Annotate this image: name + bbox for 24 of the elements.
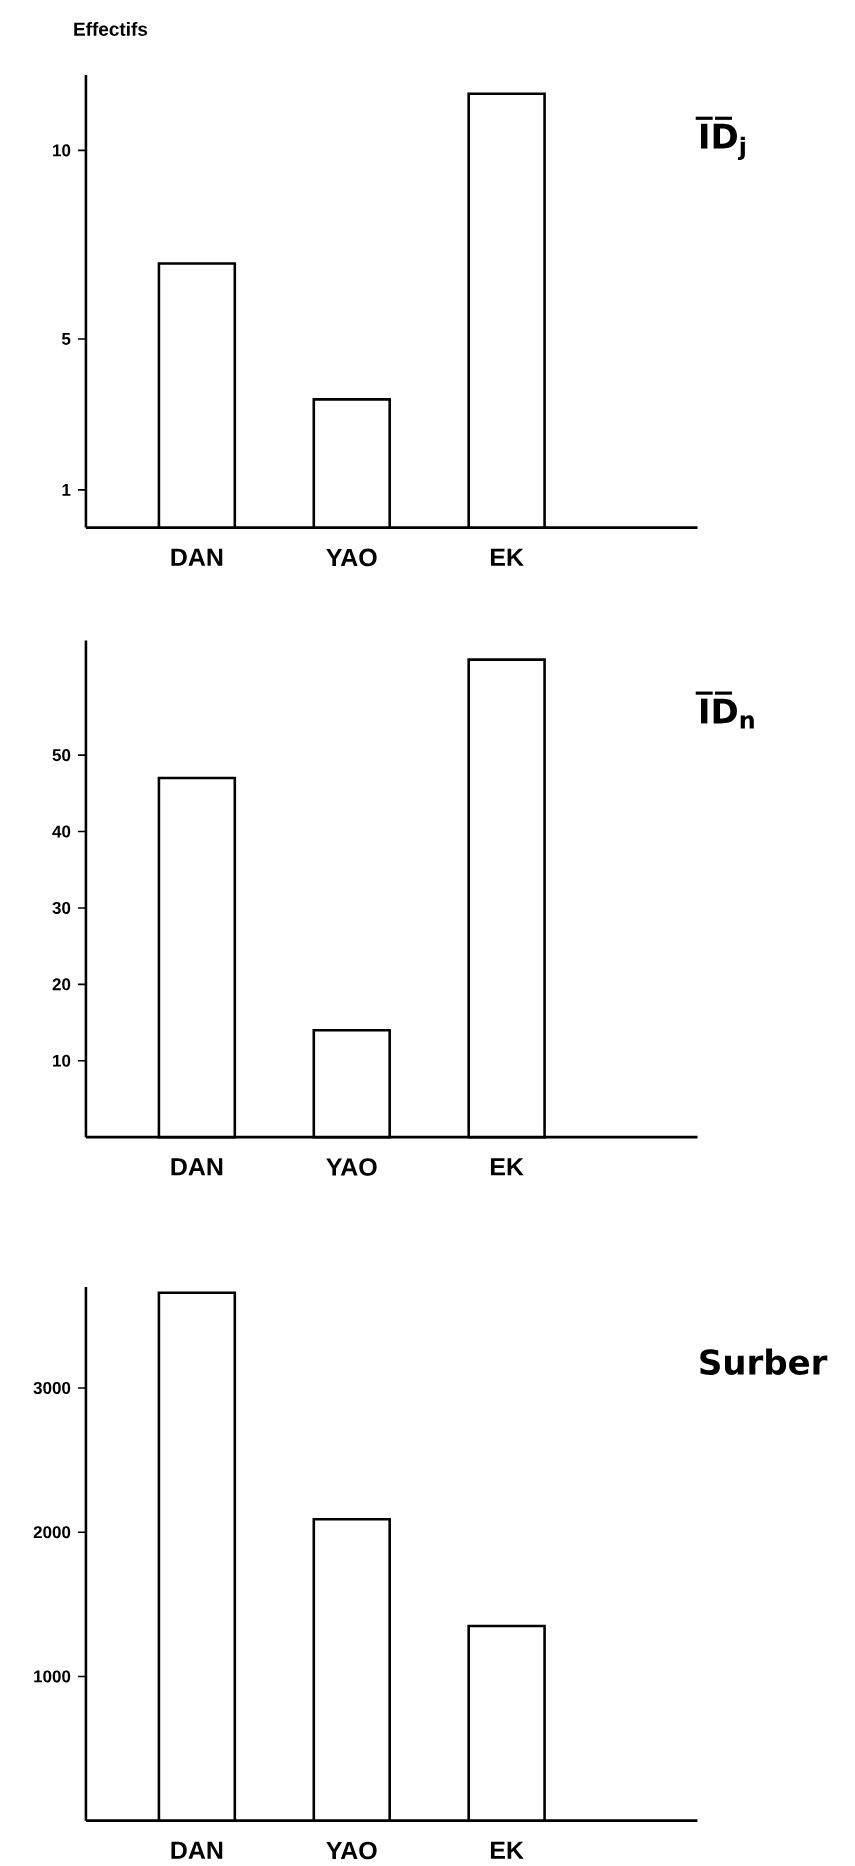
x-tick-label: EK	[490, 1158, 524, 1176]
y-tick-label: 1000	[34, 1670, 71, 1683]
x-tick-label: DAN	[171, 1841, 223, 1859]
x-tick-label: YAO	[326, 548, 377, 567]
text: Surber	[700, 1348, 828, 1375]
y-tick-label: 1	[62, 484, 71, 496]
x-tick-label: EK	[490, 548, 524, 566]
y-axis-title: Effectifs	[74, 21, 147, 36]
y-tick-label: 40	[52, 825, 71, 838]
y-tick-label: 10	[52, 144, 71, 157]
text: I̅D̅$_{n}$	[695, 691, 754, 729]
x-tick-label: YAO	[326, 1158, 377, 1176]
y-tick-label: 50	[52, 749, 71, 762]
y-tick-label: 2000	[33, 1526, 71, 1539]
y-tick-label: 3000	[33, 1381, 71, 1395]
x-tick-label: DAN	[171, 1158, 223, 1176]
y-tick-label: 5	[61, 333, 71, 345]
text: I̅D̅$_{j}$	[695, 116, 745, 160]
x-tick-label: YAO	[326, 1841, 377, 1860]
y-tick-label: 10	[52, 1054, 71, 1067]
y-tick-label: 20	[52, 978, 71, 991]
x-tick-label: EK	[490, 1841, 524, 1859]
x-tick-label: DAN	[171, 548, 223, 566]
y-tick-label: 30	[52, 901, 71, 914]
